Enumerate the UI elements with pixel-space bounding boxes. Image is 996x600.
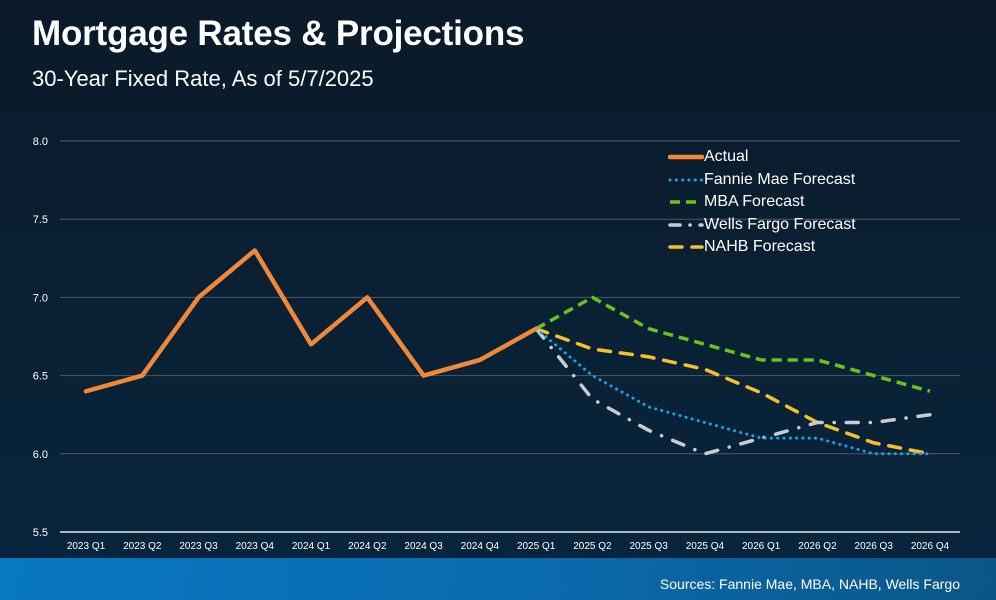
y-tick-label: 6.5 bbox=[33, 371, 48, 383]
legend-item: Fannie Mae Forecast bbox=[668, 169, 856, 192]
y-tick-label: 7.0 bbox=[33, 292, 48, 304]
x-tick-label: 2024 Q3 bbox=[404, 541, 443, 552]
legend-item: Wells Fargo Forecast bbox=[668, 214, 856, 237]
legend-swatch bbox=[668, 245, 704, 249]
y-axis-ticks: 5.5 6.0 6.5 7.0 7.5 8.0 bbox=[33, 136, 48, 539]
y-tick-label: 6.0 bbox=[33, 449, 48, 461]
series-line-actual bbox=[83, 248, 539, 394]
legend-label: Wells Fargo Forecast bbox=[704, 215, 856, 233]
x-tick-label: 2024 Q1 bbox=[292, 541, 331, 552]
x-tick-label: 2023 Q4 bbox=[236, 541, 275, 552]
x-tick-label: 2023 Q1 bbox=[67, 541, 106, 552]
legend-label: Fannie Mae Forecast bbox=[704, 170, 856, 188]
series-lines bbox=[83, 248, 932, 456]
legend-swatch bbox=[668, 155, 704, 160]
legend-swatch bbox=[668, 178, 704, 182]
legend-item: Actual bbox=[668, 146, 856, 169]
series-line-fannie-mae-forecast bbox=[534, 327, 932, 456]
y-tick-label: 8.0 bbox=[33, 136, 48, 148]
x-tick-label: 2025 Q4 bbox=[686, 541, 725, 552]
series-line-mba-forecast bbox=[535, 295, 931, 393]
x-tick-label: 2025 Q2 bbox=[573, 541, 612, 552]
legend: Actual Fannie Mae Forecast MBA Forecast Wel… bbox=[668, 146, 856, 259]
x-tick-label: 2025 Q3 bbox=[629, 541, 668, 552]
footer-band bbox=[0, 558, 996, 600]
x-axis-ticks: 2023 Q1 2023 Q2 2023 Q3 2023 Q4 2024 Q1 2024 … bbox=[67, 541, 950, 552]
series-line-wells-fargo-forecast bbox=[534, 326, 932, 456]
x-tick-label: 2024 Q4 bbox=[461, 541, 500, 552]
legend-swatch bbox=[670, 200, 702, 204]
x-tick-label: 2023 Q3 bbox=[179, 541, 218, 552]
series-line-nahb-forecast bbox=[534, 326, 932, 456]
x-tick-label: 2026 Q3 bbox=[855, 541, 894, 552]
legend-item: MBA Forecast bbox=[668, 191, 856, 214]
legend-label: NAHB Forecast bbox=[704, 238, 816, 256]
x-tick-label: 2026 Q4 bbox=[911, 541, 950, 552]
x-tick-label: 2025 Q1 bbox=[517, 541, 556, 552]
y-tick-label: 5.5 bbox=[33, 527, 48, 539]
gridlines bbox=[60, 140, 960, 533]
sources-note: Sources: Fannie Mae, MBA, NAHB, Wells Fa… bbox=[659, 576, 960, 592]
chart-subtitle: 30-Year Fixed Rate, As of 5/7/2025 bbox=[32, 66, 374, 91]
legend-label: MBA Forecast bbox=[704, 193, 805, 211]
x-tick-label: 2024 Q2 bbox=[348, 541, 387, 552]
x-tick-label: 2026 Q2 bbox=[798, 541, 837, 552]
legend-item: NAHB Forecast bbox=[668, 236, 856, 259]
chart-title: Mortgage Rates & Projections bbox=[32, 14, 525, 53]
x-tick-label: 2023 Q2 bbox=[123, 541, 162, 552]
x-tick-label: 2026 Q1 bbox=[742, 541, 781, 552]
legend-swatch bbox=[668, 223, 704, 227]
legend-label: Actual bbox=[704, 148, 749, 166]
y-tick-label: 7.5 bbox=[33, 214, 48, 226]
